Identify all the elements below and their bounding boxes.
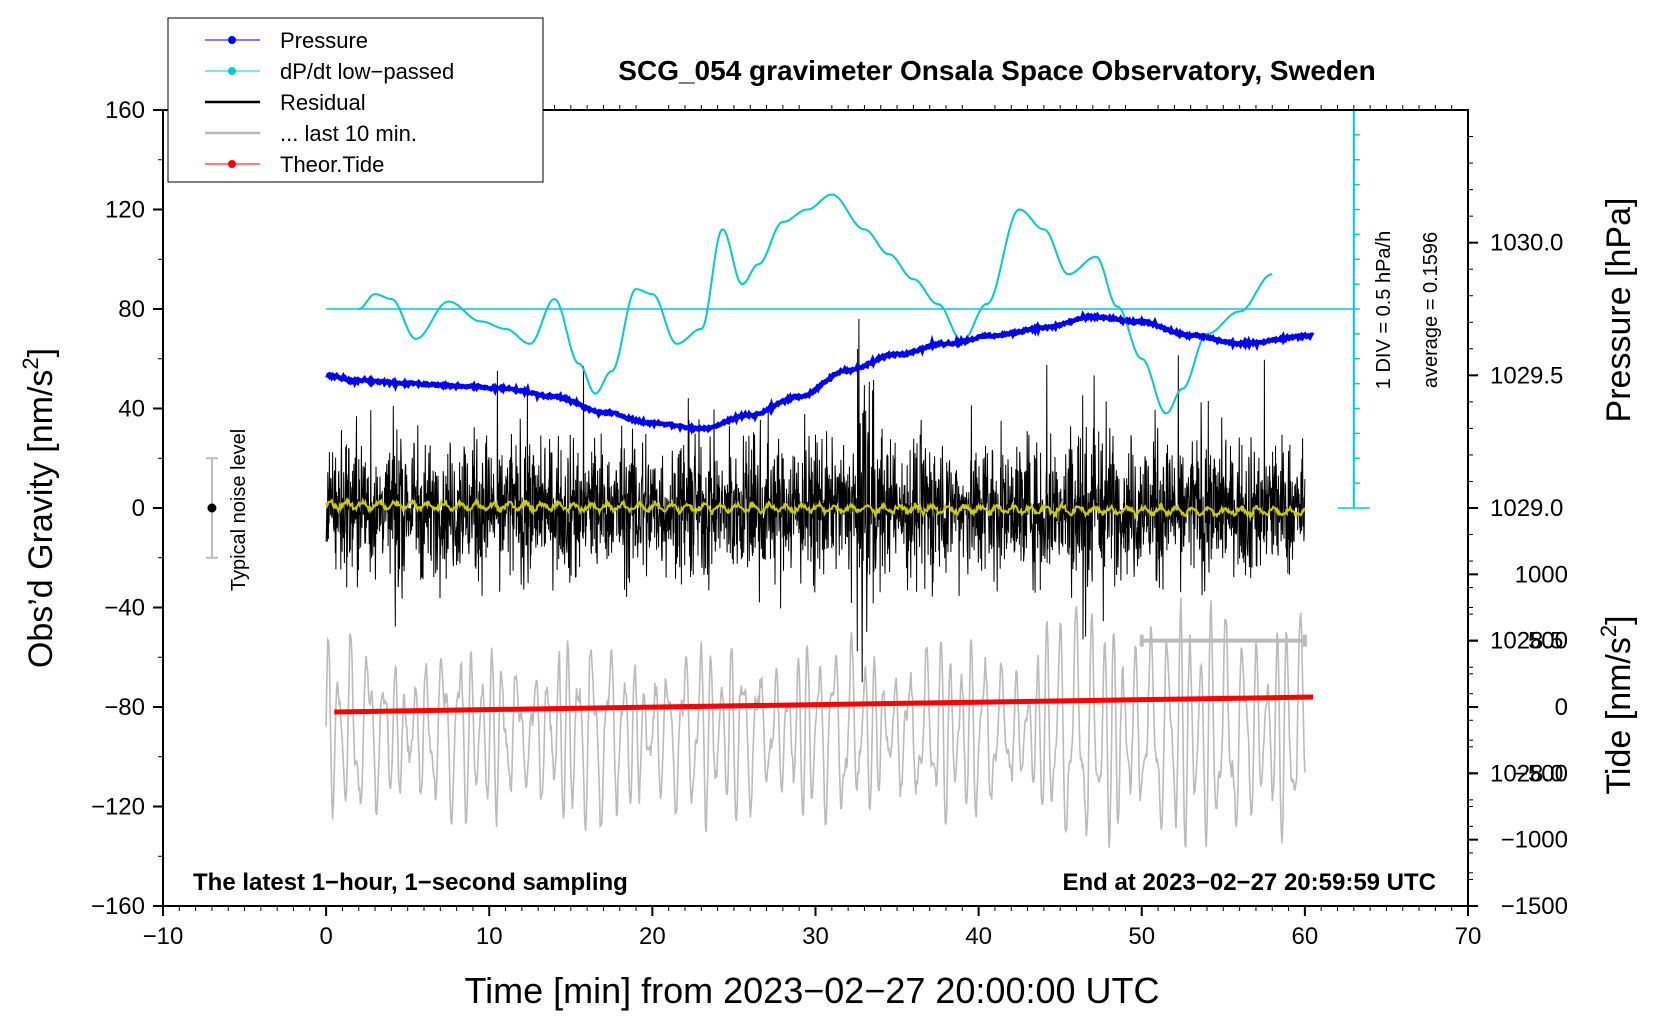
legend: Pressure dP/dt low−passed Residual ... last…: [167, 17, 544, 183]
noise-level-marker: [205, 457, 218, 559]
y-tick-label: 160: [105, 97, 145, 124]
x-tick-label: 30: [802, 923, 829, 950]
y-tick-label: −80: [104, 694, 145, 721]
tide-tick-label: −1500: [1501, 893, 1568, 920]
tide-tick-label: 500: [1528, 628, 1568, 655]
legend-swatch-dot: [228, 36, 236, 44]
last-10-min-line: [325, 597, 1306, 848]
y-tick-label: −40: [104, 595, 145, 622]
y-tick-label: −160: [91, 893, 145, 920]
x-axis-label: Time [min] from 2023−02−27 20:00:00 UTC: [464, 970, 1159, 1011]
x-tick-label: 0: [319, 923, 332, 950]
theor-tide-series: [334, 634, 1314, 715]
tide-axis-label: Tide [nm/s2]: [1596, 615, 1638, 794]
pressure-series: [325, 310, 1315, 436]
chart-title: SCG_054 gravimeter Onsala Space Observat…: [618, 55, 1375, 86]
noise-center-dot: [207, 503, 217, 513]
tide-tick-label: −1000: [1501, 827, 1568, 854]
y-tick-label: 40: [118, 396, 145, 423]
pressure-axis-label: Pressure [hPa]: [1600, 198, 1638, 423]
sampling-annotation: The latest 1−hour, 1−second sampling: [193, 869, 628, 896]
scale-div-label: 1 DIV = 0.5 hPa/h: [1373, 231, 1395, 389]
x-tick-label: 70: [1455, 923, 1482, 950]
smoothed-residual-line: [325, 496, 1306, 522]
noise-level-label: Typical noise level: [228, 429, 250, 591]
legend-label: Pressure: [280, 28, 368, 53]
y-tick-label: −120: [91, 794, 145, 821]
legend-label: Residual: [280, 90, 366, 115]
y-tick-label: 120: [105, 197, 145, 224]
legend-swatch-dot: [228, 67, 236, 75]
legend-label: Theor.Tide: [280, 152, 384, 177]
y-tick-label: 0: [132, 495, 145, 522]
legend-label: ... last 10 min.: [280, 121, 417, 146]
pressure-tick-label: 1028.0: [1490, 760, 1563, 787]
last-10-min-series: [325, 597, 1306, 848]
end-time-annotation: End at 2023−02−27 20:59:59 UTC: [1062, 869, 1436, 896]
tide-tick-label: 0: [1555, 694, 1568, 721]
x-tick-label: 40: [965, 923, 992, 950]
x-tick-label: 10: [476, 923, 503, 950]
pressure-tick-label: 1029.5: [1490, 362, 1563, 389]
theor-tide-line: [334, 694, 1314, 715]
legend-box: [167, 17, 544, 183]
pressure-tick-label: 1030.0: [1490, 230, 1563, 257]
x-tick-label: 50: [1128, 923, 1155, 950]
smoothed-residual-series: [325, 496, 1306, 522]
x-tick-label: 20: [639, 923, 666, 950]
tide-tick-label: 1000: [1515, 561, 1568, 588]
x-tick-label: −10: [143, 923, 184, 950]
legend-swatch-dot: [228, 160, 236, 168]
pressure-tick-label: 1029.0: [1490, 495, 1563, 522]
scale-average-label: average = 0.1596: [1420, 232, 1442, 388]
y-tick-label: 80: [118, 296, 145, 323]
legend-label: dP/dt low−passed: [280, 59, 454, 84]
pressure-tick-label: 1028.5: [1490, 628, 1563, 655]
pressure-line: [325, 310, 1315, 436]
y-axis-label: Obs’d Gravity [nm/s2]: [18, 348, 60, 668]
dpdt-series: [326, 193, 1354, 415]
x-tick-label: 60: [1292, 923, 1319, 950]
dpdt-line: [358, 193, 1273, 415]
axis-ticks: −10 0 10 20 30 40 50 60 70 160 120 80 40 0 −40 −80 −120 −…: [91, 97, 1568, 950]
tide-tick-label: −500: [1514, 760, 1568, 787]
